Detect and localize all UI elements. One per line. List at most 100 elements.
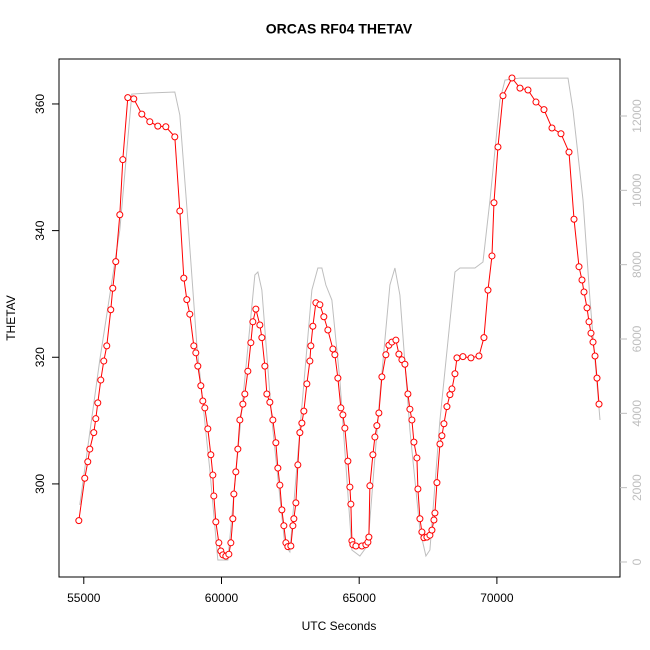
data-point (256, 321, 264, 329)
data-point (433, 479, 441, 487)
data-point (344, 457, 352, 465)
y-tick-label: 320 (33, 347, 47, 367)
data-point (258, 334, 266, 342)
y2-tick-label: 0 (630, 558, 644, 565)
data-point (565, 148, 573, 156)
data-point (448, 385, 456, 393)
data-point (225, 550, 233, 558)
data-point (410, 438, 418, 446)
data-point (339, 411, 347, 419)
series-line (79, 77, 601, 561)
data-point (329, 345, 337, 353)
data-point (499, 92, 507, 100)
data-point (490, 199, 498, 207)
y2-tick-label: 12000 (630, 99, 644, 133)
data-point (292, 499, 300, 507)
data-point (124, 94, 132, 102)
data-point (119, 156, 127, 164)
data-point (75, 517, 83, 525)
series-line (78, 77, 600, 557)
data-point (443, 403, 451, 411)
data-point (392, 336, 400, 344)
data-point (428, 526, 436, 534)
data-point (414, 485, 422, 493)
data-point (236, 416, 244, 424)
data-point (365, 533, 373, 541)
data-point (366, 482, 374, 490)
data-point (209, 471, 217, 479)
data-point (212, 518, 220, 526)
data-point (440, 420, 448, 428)
data-point (488, 252, 496, 260)
data-point (570, 215, 578, 223)
x-tick-label: 70000 (480, 591, 514, 605)
data-point (575, 263, 583, 271)
data-point (239, 400, 247, 408)
data-point (320, 313, 328, 321)
data-point (103, 342, 111, 350)
data-point (508, 74, 516, 82)
data-point (186, 310, 194, 318)
data-point (94, 399, 102, 407)
data-point (197, 382, 205, 390)
data-point (595, 400, 603, 408)
y-tick-label: 300 (33, 474, 47, 494)
data-point (204, 425, 212, 433)
data-point (274, 464, 282, 472)
data-point (401, 360, 409, 368)
data-point (241, 390, 249, 398)
data-point (252, 305, 260, 313)
data-point (303, 380, 311, 388)
data-point (190, 342, 198, 350)
data-point (234, 445, 242, 453)
data-point (467, 354, 475, 362)
data-point (109, 284, 117, 292)
y2-tick-label: 2000 (630, 474, 644, 501)
x-tick-label: 65000 (343, 591, 377, 605)
data-point (334, 374, 342, 382)
x-tick-label: 60000 (205, 591, 239, 605)
data-point (532, 98, 540, 106)
data-point (395, 350, 403, 358)
data-point (86, 445, 94, 453)
data-point (406, 405, 414, 413)
data-point (516, 84, 524, 92)
data-point (116, 211, 124, 219)
data-point (215, 539, 223, 547)
data-point (475, 352, 483, 360)
data-point (294, 461, 302, 469)
data-point (438, 432, 446, 440)
data-point (371, 433, 379, 441)
data-point (266, 398, 274, 406)
data-point (408, 416, 416, 424)
data-point (146, 118, 154, 126)
data-point (580, 288, 588, 296)
data-point (199, 397, 207, 405)
data-point (247, 339, 255, 347)
data-point (162, 123, 170, 131)
data-point (249, 318, 257, 326)
data-point (201, 404, 209, 412)
y2-tick-label: 10000 (630, 173, 644, 207)
x-tick-label: 55000 (67, 591, 101, 605)
data-point (192, 349, 200, 357)
data-point (269, 416, 277, 424)
data-point (263, 390, 271, 398)
data-point (431, 509, 439, 517)
data-point (194, 362, 202, 370)
y-tick-label: 360 (33, 94, 47, 114)
data-point (404, 390, 412, 398)
data-point (480, 334, 488, 342)
data-point (107, 306, 115, 314)
data-point (298, 419, 306, 427)
data-point (540, 106, 548, 114)
data-point (413, 454, 421, 462)
data-point (296, 429, 304, 437)
y-tick-label: 340 (33, 220, 47, 240)
data-point (112, 258, 120, 266)
data-point (416, 515, 424, 523)
data-point (352, 542, 360, 550)
data-point (130, 95, 138, 103)
data-point (230, 490, 238, 498)
